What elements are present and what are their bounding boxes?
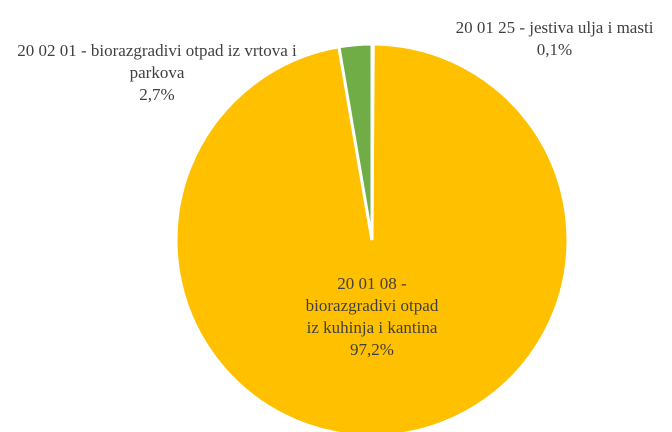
category-label: 20 02 01 - biorazgradivi otpad iz vrtova… — [17, 41, 297, 82]
pie-slice — [174, 42, 570, 432]
value-label: 0,1% — [536, 40, 573, 59]
category-label: 20 01 08 - biorazgradivi otpad iz kuhinj… — [305, 274, 439, 337]
category-label: 20 01 25 - jestiva ulja i masti — [455, 18, 654, 37]
slice-label: 20 01 25 - jestiva ulja i masti 0,1% — [432, 17, 672, 61]
slice-label: 20 01 08 - biorazgradivi otpad iz kuhinj… — [302, 273, 442, 361]
value-label: 2,7% — [139, 85, 175, 104]
slice-label: 20 02 01 - biorazgradivi otpad iz vrtova… — [2, 40, 312, 106]
pie-slice — [337, 42, 374, 241]
value-label: 97,2% — [350, 340, 394, 359]
